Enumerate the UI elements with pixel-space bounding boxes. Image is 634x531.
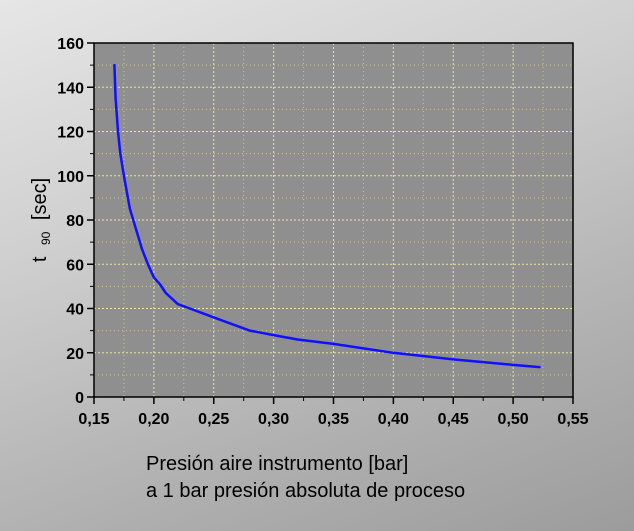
x-tick-label: 0,30: [258, 411, 289, 428]
y-tick-label: 0: [75, 390, 84, 407]
y-tick-label: 160: [57, 36, 84, 53]
y-axis-label: t 90 [sec]: [29, 178, 55, 262]
x-axis-label-line1: Presión aire instrumento [bar]: [146, 453, 409, 475]
y-tick-label: 120: [57, 125, 84, 142]
y-axis-label-subscript: 90: [39, 231, 53, 245]
x-tick-labels: 0,15 0,20 0,25 0,30 0,35 0,40 0,45 0,50 0,55: [78, 411, 588, 428]
y-tick-label: 60: [66, 257, 84, 274]
y-tick-label: 80: [66, 213, 84, 230]
y-axis-label-main: t: [29, 256, 51, 262]
x-tick-label: 0,50: [498, 411, 529, 428]
tick-marks: [87, 42, 574, 404]
grid-lines: [94, 43, 573, 397]
y-tick-label: 40: [66, 302, 84, 319]
y-tick-label: 140: [57, 80, 84, 97]
y-tick-labels: 0 20 40 60 80 100 120 140 160: [57, 36, 84, 407]
x-axis-label-line2: a 1 bar presión absoluta de proceso: [146, 480, 466, 502]
x-tick-label: 0,20: [138, 411, 169, 428]
x-tick-label: 0,40: [378, 411, 409, 428]
series-group: [113, 63, 541, 369]
x-tick-label: 0,45: [438, 411, 469, 428]
x-tick-label: 0,15: [78, 411, 109, 428]
x-tick-label: 0,35: [318, 411, 349, 428]
series-line: [113, 63, 541, 369]
y-tick-label: 100: [57, 169, 84, 186]
y-tick-label: 20: [66, 346, 84, 363]
x-tick-label: 0,55: [557, 411, 588, 428]
x-tick-label: 0,25: [198, 411, 229, 428]
y-axis-label-unit: [sec]: [29, 178, 51, 220]
